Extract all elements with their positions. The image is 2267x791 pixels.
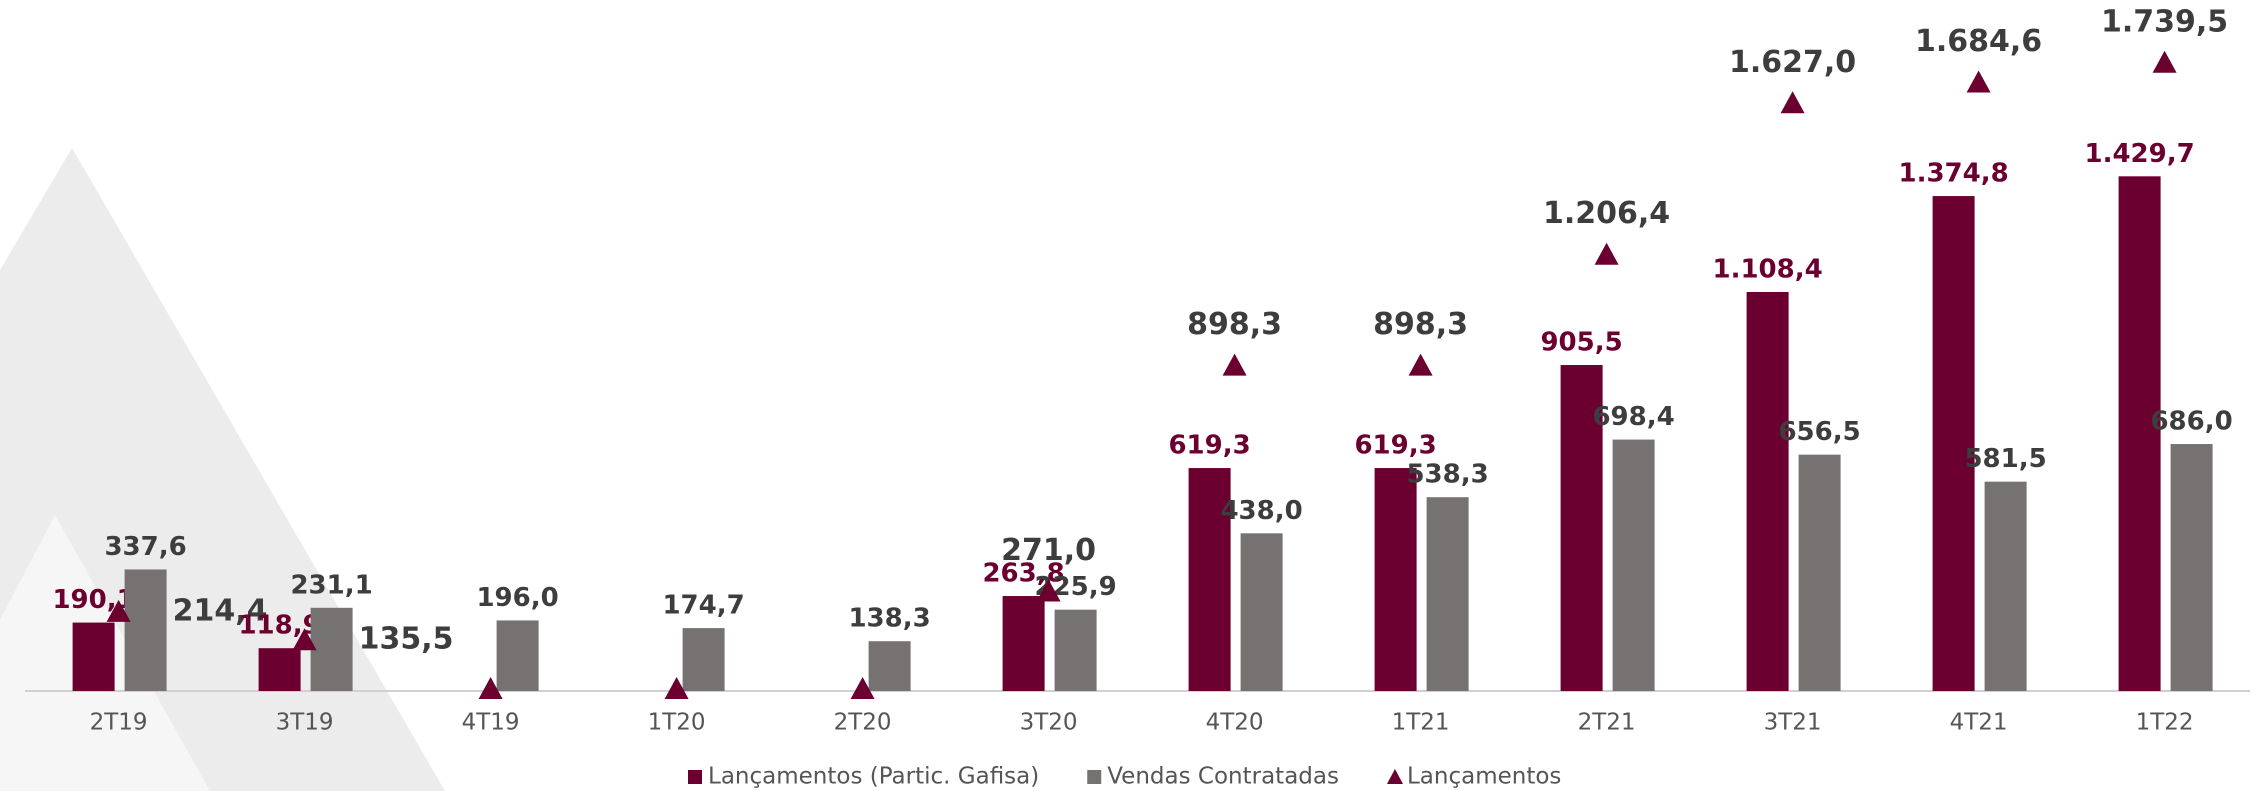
- value-label: 656,5: [1778, 417, 1860, 447]
- value-label: 231,1: [290, 570, 372, 600]
- bar: [682, 628, 725, 691]
- bar: [1002, 596, 1045, 691]
- value-label: 581,5: [1964, 444, 2046, 474]
- x-tick-label: 2T19: [90, 710, 148, 736]
- legend-swatch: [1386, 769, 1403, 784]
- legend-label: Lançamentos: [1407, 764, 1561, 790]
- triangle-marker: [1966, 70, 1991, 93]
- bar: [1932, 196, 1975, 691]
- value-label: 214,4: [173, 593, 268, 628]
- value-label: 1.739,5: [2101, 4, 2228, 39]
- bar: [1984, 481, 2027, 691]
- bar: [1612, 439, 1655, 691]
- triangle-marker: [850, 677, 875, 699]
- bar: [1560, 365, 1603, 691]
- triangle-marker: [664, 677, 689, 699]
- triangle-marker: [1594, 242, 1619, 265]
- value-label: 898,3: [1187, 307, 1282, 342]
- value-label: 1.627,0: [1729, 45, 1856, 80]
- bar: [1746, 291, 1789, 691]
- triangle-marker: [106, 599, 131, 622]
- value-label: 438,0: [1220, 496, 1302, 526]
- value-label: 174,7: [662, 591, 744, 621]
- value-label: 263,8: [982, 559, 1064, 589]
- triangle-marker: [1222, 353, 1247, 376]
- bar: [496, 620, 539, 691]
- value-label: 1.429,7: [2084, 139, 2194, 169]
- triangle-marker: [2152, 50, 2177, 73]
- bar: [1188, 468, 1231, 691]
- triangle-marker: [1780, 91, 1805, 114]
- legend-swatch: [688, 770, 702, 784]
- triangle-marker: [292, 628, 317, 651]
- legend-label: Vendas Contratadas: [1107, 764, 1339, 790]
- value-label: 898,3: [1373, 307, 1468, 342]
- x-tick-label: 4T21: [1950, 710, 2008, 736]
- value-label: 905,5: [1540, 328, 1622, 358]
- value-label: 135,5: [359, 622, 454, 657]
- bar: [1426, 497, 1469, 691]
- value-label: 337,6: [104, 532, 186, 562]
- x-tick-label: 3T19: [276, 710, 334, 736]
- x-tick-label: 2T20: [834, 710, 892, 736]
- bar: [1240, 533, 1283, 691]
- bar: [1798, 454, 1841, 691]
- value-label: 271,0: [1001, 533, 1096, 568]
- value-label: 538,3: [1406, 460, 1488, 490]
- triangle-marker: [478, 677, 503, 699]
- x-tick-label: 1T22: [2136, 710, 2194, 736]
- value-label: 196,0: [476, 583, 558, 613]
- legend-swatch: [1087, 770, 1102, 784]
- bar: [72, 622, 115, 691]
- value-label: 1.374,8: [1898, 159, 2008, 189]
- value-label: 698,4: [1592, 402, 1674, 432]
- bar: [2170, 444, 2213, 691]
- x-tick-label: 2T21: [1578, 710, 1636, 736]
- bar: [1374, 468, 1417, 691]
- x-tick-label: 1T20: [648, 710, 706, 736]
- bar: [1054, 609, 1097, 691]
- value-label: 1.108,4: [1712, 254, 1822, 284]
- triangle-marker: [1408, 353, 1433, 376]
- value-label: 138,3: [848, 604, 930, 634]
- value-label: 619,3: [1354, 431, 1436, 461]
- value-label: 619,3: [1168, 431, 1250, 461]
- value-label: 686,0: [2150, 407, 2232, 437]
- bar: [124, 569, 167, 691]
- bar: [868, 641, 911, 691]
- value-label: 1.206,4: [1543, 196, 1670, 231]
- bar: [2118, 176, 2161, 692]
- x-tick-label: 1T21: [1392, 710, 1450, 736]
- triangle-marker: [1036, 579, 1061, 602]
- x-tick-label: 3T21: [1764, 710, 1822, 736]
- legend-label: Lançamentos (Partic. Gafisa): [708, 764, 1039, 790]
- x-tick-label: 4T19: [462, 710, 520, 736]
- value-label: 1.684,6: [1915, 24, 2042, 59]
- x-tick-label: 4T20: [1206, 710, 1264, 736]
- bar: [258, 648, 301, 691]
- bar: [310, 607, 353, 691]
- x-tick-label: 3T20: [1020, 710, 1078, 736]
